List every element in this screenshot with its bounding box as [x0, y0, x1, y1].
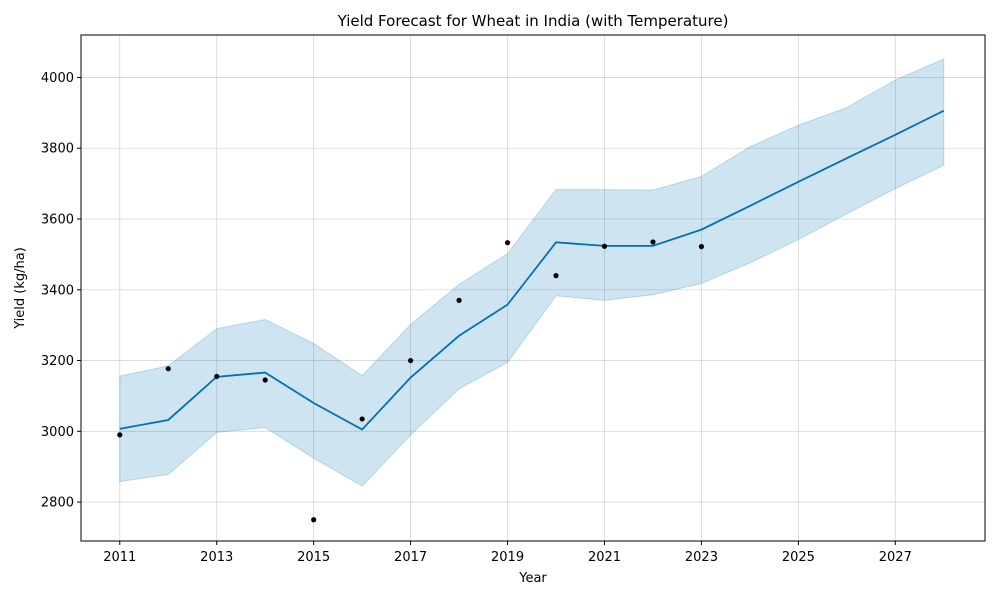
y-tick-label: 3800 — [41, 142, 74, 157]
y-tick-label: 3000 — [41, 425, 74, 440]
observed-point — [504, 240, 511, 246]
observed-point — [456, 297, 462, 303]
x-tick-label: 2017 — [394, 550, 427, 565]
x-axis: 2011 2013 2015 2017 2019 2021 2023 2025 2027 — [103, 541, 912, 565]
x-tick-label: 2011 — [103, 550, 136, 565]
observed-point — [262, 377, 268, 383]
y-tick-label: 3400 — [41, 283, 74, 298]
chart-title: Yield Forecast for Wheat in India (with … — [337, 12, 729, 30]
x-tick-label: 2025 — [782, 550, 815, 565]
y-tick-label: 3200 — [41, 354, 74, 369]
observed-point — [165, 366, 171, 372]
x-tick-label: 2013 — [200, 550, 233, 565]
y-tick-label: 2800 — [41, 496, 74, 511]
observed-point — [650, 239, 656, 245]
observed-point — [408, 357, 414, 364]
x-tick-label: 2019 — [491, 550, 524, 565]
y-axis-title: Yield (kg/ha) — [13, 247, 28, 330]
y-tick-label: 4000 — [41, 71, 74, 86]
plot-frame — [80, 34, 986, 542]
observed-point — [698, 244, 705, 250]
observed-point — [601, 243, 608, 249]
observed-point — [311, 517, 317, 523]
grid-lines — [81, 35, 985, 541]
observed-point — [117, 432, 123, 438]
observed-points — [117, 239, 705, 523]
observed-point — [553, 273, 559, 279]
x-tick-label: 2023 — [685, 550, 718, 565]
y-tick-label: 3600 — [41, 213, 74, 228]
observed-point — [214, 373, 220, 380]
x-tick-label: 2027 — [879, 550, 912, 565]
y-axis: 2800 3000 3200 3400 3600 3800 4000 — [41, 71, 81, 511]
forecast-line — [119, 109, 945, 431]
x-axis-title: Year — [518, 571, 547, 586]
x-tick-label: 2021 — [588, 550, 621, 565]
observed-point — [359, 416, 365, 422]
x-tick-label: 2015 — [297, 550, 330, 565]
